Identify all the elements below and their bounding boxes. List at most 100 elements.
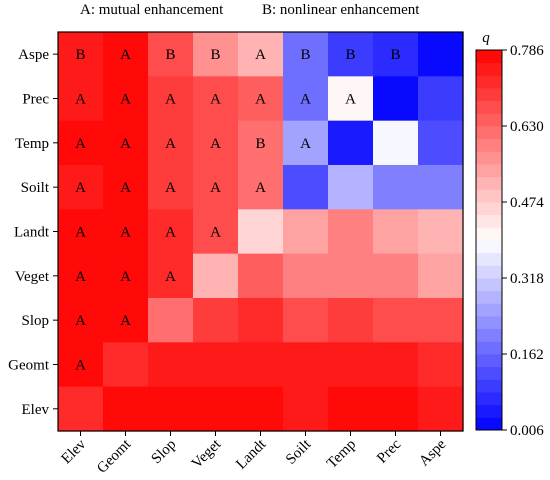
y-tick-label: Soilt — [21, 180, 50, 196]
cell-annotation: A — [300, 136, 311, 152]
heatmap-cell — [193, 253, 239, 299]
cell-annotation: A — [210, 180, 221, 196]
colorbar-swatch — [476, 88, 502, 102]
heatmap-cell — [373, 209, 419, 255]
heatmap-cell — [373, 76, 419, 122]
x-tick-label: Temp — [324, 436, 359, 471]
heatmap-cell — [373, 297, 419, 343]
colorbar-swatch — [476, 392, 502, 406]
heatmap-cell — [328, 120, 374, 166]
cell-annotation: A — [75, 180, 86, 196]
colorbar-tick-label: 0.786 — [510, 43, 544, 59]
heatmap-cell — [58, 342, 104, 388]
cell-annotation: A — [75, 136, 86, 152]
y-tick-label: Veget — [15, 269, 50, 285]
heatmap-cell — [238, 342, 284, 388]
y-tick-label: Aspe — [18, 47, 49, 63]
heatmap-cell — [418, 342, 464, 388]
heatmap-cell — [103, 253, 149, 299]
heatmap-cell — [328, 209, 374, 255]
colorbar-swatch — [476, 278, 502, 292]
cell-annotation: A — [165, 269, 176, 285]
heatmap-cell — [58, 209, 104, 255]
y-tick-label: Slop — [21, 313, 49, 329]
cell-annotation: A — [255, 92, 266, 108]
heatmap-cell — [103, 164, 149, 210]
cell-annotation: A — [165, 224, 176, 240]
heatmap-cell — [418, 386, 464, 432]
colorbar-swatch — [476, 113, 502, 127]
heatmap-cell — [328, 32, 374, 77]
heatmap-cell — [58, 386, 104, 432]
cell-annotation: A — [165, 180, 176, 196]
colorbar-swatch — [476, 240, 502, 254]
colorbar-swatch — [476, 290, 502, 304]
colorbar: 0.786 0.630 0.474 0.318 0.162 0.006 q — [475, 30, 544, 439]
cell-annotation: A — [120, 269, 131, 285]
cell-annotation: A — [75, 269, 86, 285]
heatmap-cell — [283, 76, 329, 122]
cell-annotation: B — [345, 47, 355, 63]
heatmap-cell — [328, 253, 374, 299]
cell-annotation: A — [165, 136, 176, 152]
heatmap-cell — [193, 164, 239, 210]
cell-annotation: B — [75, 47, 85, 63]
cell-annotation: B — [255, 136, 265, 152]
heatmap-cell — [193, 342, 239, 388]
heatmap-cell — [238, 76, 284, 122]
colorbar-swatch — [476, 417, 502, 431]
heatmap-cell — [103, 32, 149, 77]
cell-annotation: A — [345, 92, 356, 108]
colorbar-swatch — [476, 252, 502, 266]
heatmap-cell — [373, 342, 419, 388]
cell-annotation: A — [120, 180, 131, 196]
colorbar-tick-label: 0.630 — [510, 119, 544, 135]
heatmap-cell — [238, 32, 284, 77]
legend-b-text: B: nonlinear enhancement — [262, 2, 420, 18]
colorbar-swatch — [476, 303, 502, 317]
colorbar-swatch — [476, 328, 502, 342]
cell-annotation: A — [255, 180, 266, 196]
heatmap-cell — [238, 164, 284, 210]
colorbar-swatch — [476, 341, 502, 355]
colorbar-swatch — [476, 176, 502, 190]
heatmap-cells — [58, 32, 464, 432]
colorbar-tick-label: 0.318 — [510, 271, 544, 287]
cell-annotation: A — [210, 224, 221, 240]
cell-annotation: A — [75, 92, 86, 108]
heatmap-cell — [373, 386, 419, 432]
colorbar-swatch — [476, 265, 502, 279]
heatmap-cell — [148, 386, 194, 432]
cell-annotation: A — [120, 136, 131, 152]
heatmap-cell — [373, 32, 419, 77]
colorbar-swatch — [476, 354, 502, 368]
heatmap-cell — [238, 297, 284, 343]
heatmap-cell — [283, 386, 329, 432]
y-tick-label: Landt — [14, 224, 50, 240]
heatmap-cell — [58, 76, 104, 122]
cell-annotation: A — [120, 47, 131, 63]
heatmap-cell — [328, 76, 374, 122]
heatmap-cell — [328, 297, 374, 343]
colorbar-swatch — [476, 214, 502, 228]
heatmap-cell — [418, 253, 464, 299]
colorbar-swatch — [476, 100, 502, 114]
heatmap-cell — [148, 32, 194, 77]
heatmap-cell — [58, 120, 104, 166]
colorbar-swatch — [476, 202, 502, 216]
colorbar-frame — [475, 49, 503, 431]
heatmap-cell — [58, 32, 104, 77]
heatmap-cell — [148, 76, 194, 122]
heatmap-cell — [418, 120, 464, 166]
colorbar-swatch — [476, 227, 502, 241]
cell-annotation: A — [300, 92, 311, 108]
heatmap-cell — [58, 164, 104, 210]
heatmap-cell — [238, 386, 284, 432]
heatmap-cell — [58, 253, 104, 299]
colorbar-swatch — [476, 50, 502, 64]
colorbar-swatch — [476, 189, 502, 203]
heatmap-cell — [103, 120, 149, 166]
heatmap-cell — [328, 386, 374, 432]
heatmap-cell — [193, 76, 239, 122]
heatmap-cell — [58, 297, 104, 343]
